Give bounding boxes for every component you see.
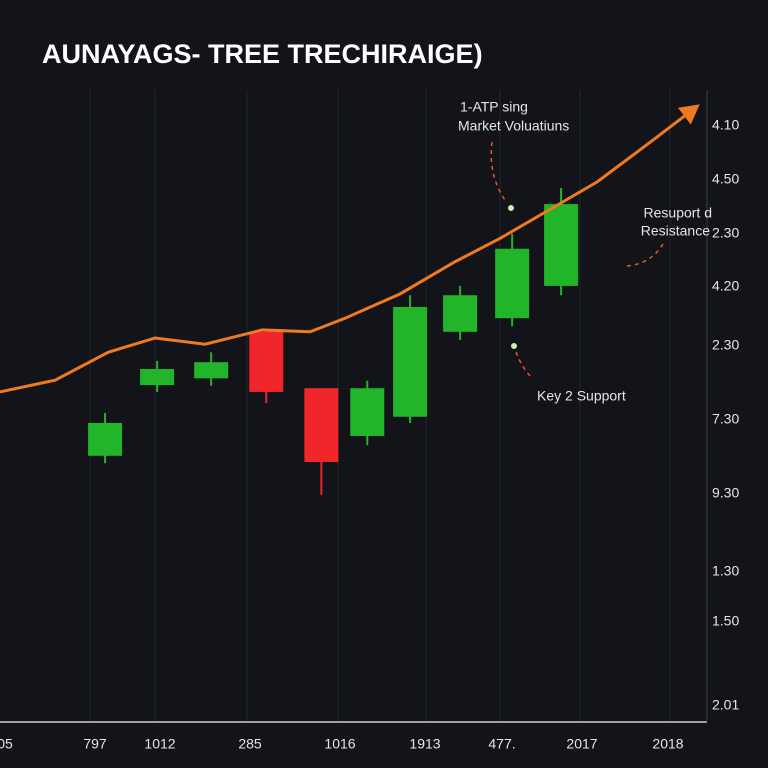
- y-tick-label: 2.30: [712, 225, 739, 241]
- x-tick-label: 1016: [324, 736, 355, 752]
- candle-body: [140, 369, 175, 386]
- annotation-connector: [515, 351, 533, 379]
- y-tick-label: 1.50: [712, 613, 739, 629]
- trend-line: [0, 110, 692, 394]
- x-tick-label: 477.: [488, 736, 515, 752]
- candle-body: [304, 388, 339, 462]
- annotation: Resistance: [641, 223, 710, 239]
- x-tick-label: 1012: [144, 736, 175, 752]
- candle-body: [544, 204, 579, 286]
- annotation-dot: [511, 343, 517, 349]
- annotation-dot: [508, 205, 514, 211]
- y-tick-label: 2.30: [712, 337, 739, 353]
- y-tick-label: 4.20: [712, 278, 739, 294]
- x-tick-label: 05: [0, 736, 13, 752]
- y-tick-label: 9.30: [712, 485, 739, 501]
- candle-body: [443, 295, 478, 332]
- y-tick-label: 4.50: [712, 171, 739, 187]
- y-tick-label: 7.30: [712, 411, 739, 427]
- y-tick-label: 1.30: [712, 563, 739, 579]
- candle-body: [249, 331, 284, 392]
- annotation: 1-ATP sing: [460, 99, 528, 115]
- x-tick-label: 2018: [652, 736, 683, 752]
- chart-title: AUNAYAGS- TREE TRECHIRAIGE): [42, 39, 483, 69]
- x-tick-label: 285: [238, 736, 262, 752]
- trend-arrowhead: [677, 104, 700, 125]
- x-tick-label: 1913: [409, 736, 440, 752]
- candle-body: [495, 248, 530, 319]
- annotation-connector: [624, 243, 664, 267]
- y-tick-label: 4.10: [712, 117, 739, 133]
- candle-body: [350, 388, 385, 436]
- x-tick-label: 797: [83, 736, 107, 752]
- annotation: Resuport d: [644, 205, 712, 221]
- annotation: Key 2 Support: [537, 388, 626, 404]
- candle-body: [393, 307, 428, 417]
- candle-body: [88, 422, 123, 456]
- y-tick-label: 2.01: [712, 697, 739, 713]
- candle-body: [194, 362, 229, 379]
- x-tick-label: 2017: [566, 736, 597, 752]
- annotation: Market Voluatiuns: [458, 118, 569, 134]
